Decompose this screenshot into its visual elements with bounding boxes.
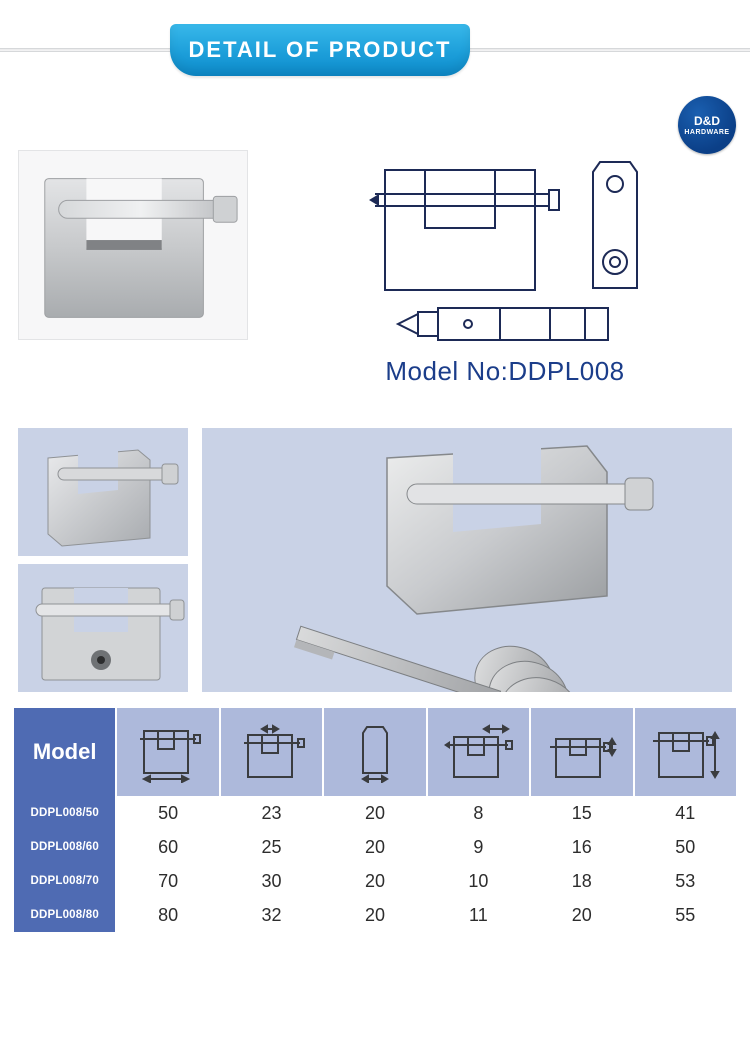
image-gallery bbox=[0, 410, 750, 702]
model-number: DDPL008 bbox=[508, 356, 624, 386]
spec-cell-value: 20 bbox=[324, 830, 425, 864]
spec-cell-value: 20 bbox=[531, 898, 632, 932]
spec-cell-value: 80 bbox=[117, 898, 218, 932]
spec-header-shackle-height bbox=[531, 708, 632, 796]
top-section: Model No:DDPL008 bbox=[0, 150, 750, 410]
spec-cell-value: 9 bbox=[428, 830, 529, 864]
spec-cell-value: 50 bbox=[635, 830, 736, 864]
spec-cell-model: DDPL008/70 bbox=[14, 864, 115, 898]
spec-table: Model bbox=[0, 702, 750, 932]
spec-cell-value: 16 bbox=[531, 830, 632, 864]
spec-header-body-height bbox=[635, 708, 736, 796]
spec-cell-value: 70 bbox=[117, 864, 218, 898]
thumbnail-column bbox=[18, 428, 188, 692]
spec-cell-value: 25 bbox=[221, 830, 322, 864]
model-prefix: Model No: bbox=[385, 356, 508, 386]
spec-cell-model: DDPL008/50 bbox=[14, 796, 115, 830]
spec-cell-value: 23 bbox=[221, 796, 322, 830]
spec-cell-value: 20 bbox=[324, 796, 425, 830]
spec-row: DDPL008/5050232081541 bbox=[14, 796, 736, 830]
padlock-front-svg bbox=[18, 564, 188, 692]
logo-line2: HARDWARE bbox=[684, 129, 729, 136]
brand-logo-badge: D&D HARDWARE bbox=[678, 96, 736, 154]
padlock-photo-svg bbox=[19, 150, 247, 340]
spec-header-row: Model bbox=[14, 708, 736, 796]
padlock-keys-svg bbox=[202, 428, 732, 692]
spec-cell-model: DDPL008/60 bbox=[14, 830, 115, 864]
spec-row: DDPL008/6060252091650 bbox=[14, 830, 736, 864]
spec-cell-value: 30 bbox=[221, 864, 322, 898]
spec-row: DDPL008/80803220112055 bbox=[14, 898, 736, 932]
spec-cell-value: 41 bbox=[635, 796, 736, 830]
spec-cell-value: 55 bbox=[635, 898, 736, 932]
spec-header-width-outer bbox=[117, 708, 218, 796]
header-banner: DETAIL OF PRODUCT bbox=[0, 18, 750, 90]
spec-header-model: Model bbox=[14, 708, 115, 796]
diagram-front-view bbox=[365, 150, 565, 300]
technical-diagram-area: Model No:DDPL008 bbox=[278, 150, 732, 410]
header-title: DETAIL OF PRODUCT bbox=[170, 24, 470, 76]
model-number-label: Model No:DDPL008 bbox=[385, 356, 624, 387]
spec-cell-value: 53 bbox=[635, 864, 736, 898]
spec-cell-value: 50 bbox=[117, 796, 218, 830]
spec-cell-value: 20 bbox=[324, 898, 425, 932]
spec-cell-value: 18 bbox=[531, 864, 632, 898]
thumbnail-front-keyhole bbox=[18, 564, 188, 692]
spec-header-side-thickness bbox=[324, 708, 425, 796]
spec-cell-value: 8 bbox=[428, 796, 529, 830]
spec-cell-value: 11 bbox=[428, 898, 529, 932]
spec-cell-value: 15 bbox=[531, 796, 632, 830]
diagram-side-view bbox=[585, 150, 645, 300]
large-image-lock-with-keys bbox=[202, 428, 732, 692]
padlock-angle-svg bbox=[18, 428, 188, 556]
spec-header-shackle-gap bbox=[221, 708, 322, 796]
spec-cell-model: DDPL008/80 bbox=[14, 898, 115, 932]
spec-header-shackle-length bbox=[428, 708, 529, 796]
thumbnail-angle-view bbox=[18, 428, 188, 556]
spec-cell-value: 10 bbox=[428, 864, 529, 898]
logo-line1: D&D bbox=[694, 115, 720, 127]
product-photo-main bbox=[18, 150, 248, 340]
spec-cell-value: 60 bbox=[117, 830, 218, 864]
spec-cell-value: 32 bbox=[221, 898, 322, 932]
diagram-shackle-bolt bbox=[390, 300, 620, 348]
spec-body: DDPL008/5050232081541DDPL008/60602520916… bbox=[14, 796, 736, 932]
spec-row: DDPL008/70703020101853 bbox=[14, 864, 736, 898]
spec-cell-value: 20 bbox=[324, 864, 425, 898]
